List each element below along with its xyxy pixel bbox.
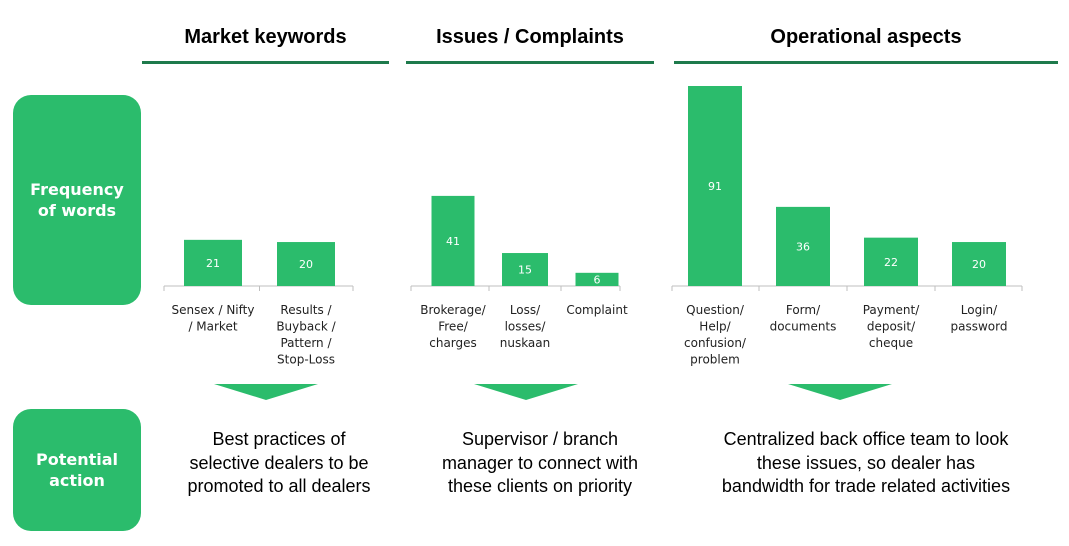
potential-action-label: Potential action [13, 409, 141, 531]
category-label: Brokerage/Free/charges [420, 303, 486, 350]
bar-value-label: 21 [206, 257, 220, 270]
section-title-issues-complaints: Issues / Complaints [436, 26, 624, 48]
bar [952, 242, 1006, 286]
bar-value-label: 36 [796, 240, 810, 253]
arrow-down-icon [214, 384, 318, 400]
section-rule-market [142, 61, 389, 64]
bar-value-label: 91 [708, 180, 722, 193]
category-label: Sensex / Nifty / Market [172, 303, 255, 334]
bar [184, 239, 242, 286]
action-operational-aspects: Centralized back office team to look the… [721, 429, 1011, 496]
bar-value-label: 15 [518, 264, 532, 277]
category-label: Results / Buyback / Pattern / Stop-Loss [276, 303, 336, 367]
bar-value-label: 22 [884, 256, 898, 269]
bar [776, 206, 830, 286]
bar-value-label: 20 [299, 258, 313, 271]
section-rule-operational [674, 61, 1058, 64]
action-market-keywords: Best practices of selective dealers to b… [187, 429, 371, 496]
category-label: Loss/losses/nuskaan [500, 303, 551, 350]
bar-value-label: 20 [972, 258, 986, 271]
bar [502, 253, 548, 286]
arrow-down-icon [474, 384, 578, 400]
arrow-down-icon [788, 384, 892, 400]
bar [864, 237, 918, 286]
category-label: Form/documents [770, 303, 837, 334]
bar [431, 195, 475, 286]
bar-value-label: 41 [446, 235, 460, 248]
section-title-operational-aspects: Operational aspects [770, 26, 962, 48]
bar [688, 86, 742, 286]
category-label: Payment/deposit/cheque [863, 303, 921, 350]
category-label: Question/Help/confusion/problem [684, 303, 747, 367]
section-title-market-keywords: Market keywords [184, 26, 347, 48]
section-rule-issues [406, 61, 654, 64]
frequency-of-words-label: Frequency of words [13, 95, 141, 305]
category-label: Complaint [566, 303, 628, 317]
category-label: Login/password [951, 303, 1008, 334]
bar [277, 242, 335, 286]
bar-value-label: 6 [594, 273, 601, 286]
action-issues-complaints: Supervisor / branch manager to connect w… [441, 429, 639, 496]
bar [575, 272, 619, 286]
